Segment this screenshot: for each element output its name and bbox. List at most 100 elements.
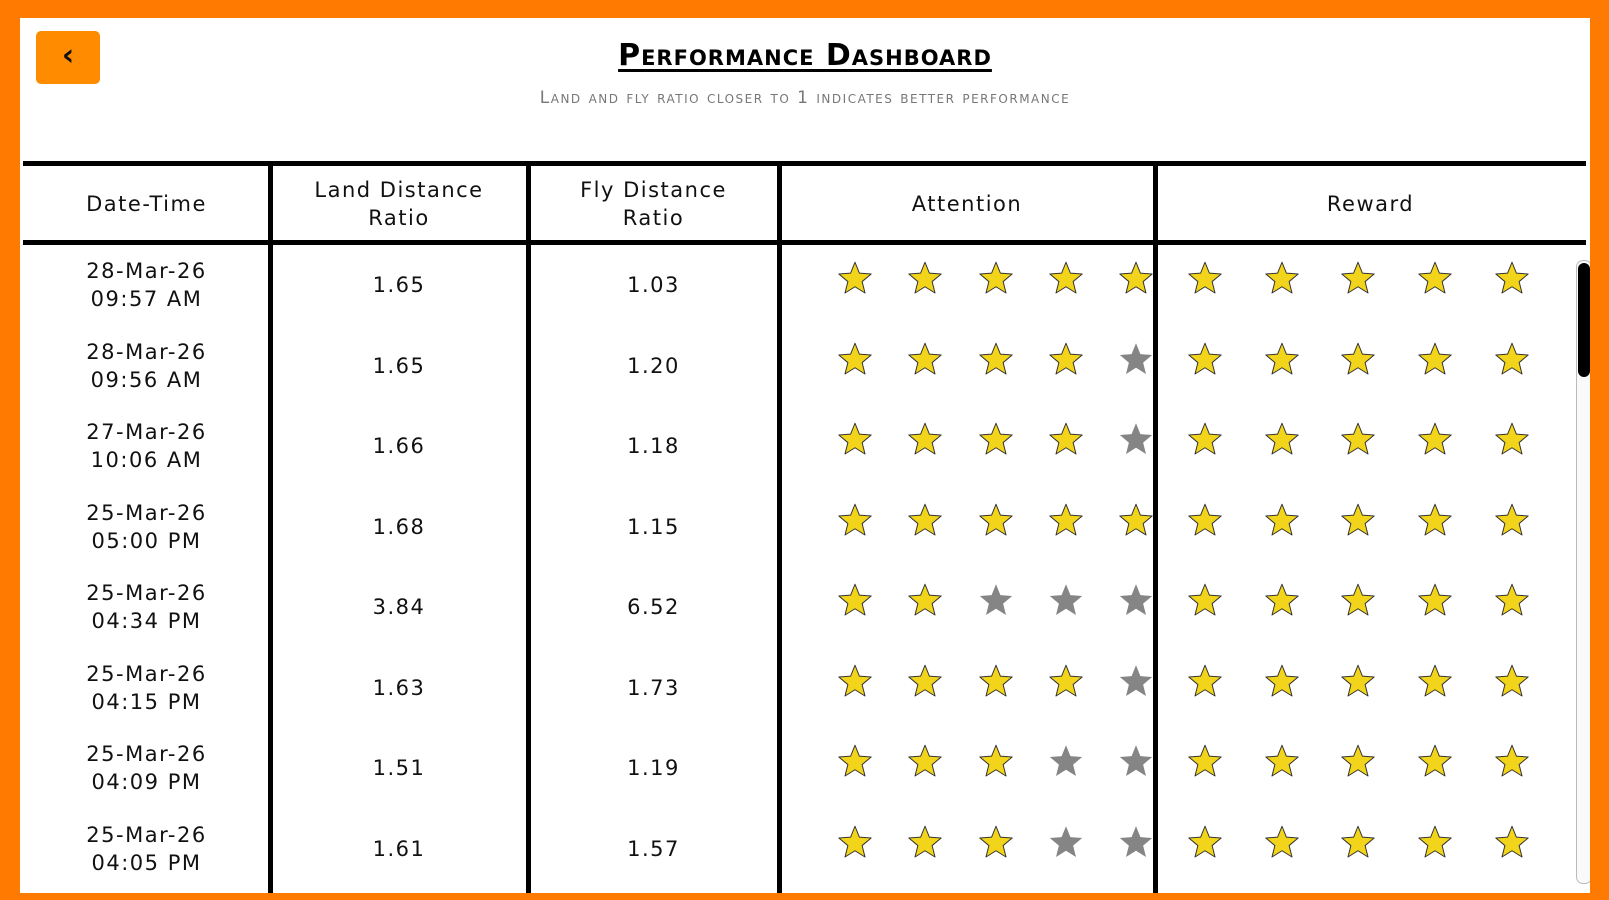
date-text: 25-Mar-26 bbox=[86, 500, 207, 525]
column-header: Attention bbox=[911, 192, 1023, 216]
star-filled bbox=[908, 261, 942, 294]
star-filled bbox=[838, 342, 872, 374]
star-filled bbox=[838, 503, 872, 535]
attention-rating bbox=[838, 744, 1153, 777]
star-filled bbox=[1049, 261, 1083, 294]
land-ratio: 3.84 bbox=[372, 595, 426, 620]
star-filled bbox=[1341, 503, 1375, 535]
land-ratio: 1.51 bbox=[372, 756, 426, 781]
reward-rating bbox=[1188, 503, 1529, 535]
star-filled bbox=[1188, 422, 1222, 455]
fly-ratio: 1.20 bbox=[627, 353, 680, 378]
column-divider bbox=[526, 163, 531, 893]
star-filled bbox=[1049, 664, 1083, 696]
star-filled bbox=[1418, 503, 1452, 535]
reward-rating bbox=[1188, 583, 1529, 616]
date-text: 28-Mar-26 bbox=[86, 339, 207, 364]
star-filled bbox=[1049, 342, 1083, 374]
star-filled bbox=[1418, 583, 1452, 616]
star-filled bbox=[838, 744, 872, 777]
star-filled bbox=[1049, 422, 1083, 455]
reward-rating bbox=[1188, 664, 1529, 696]
date-time: 28-Mar-26 09:57 AM bbox=[23, 245, 270, 326]
star-filled bbox=[1265, 664, 1299, 696]
star-filled bbox=[1188, 503, 1222, 535]
fly-ratio: 1.03 bbox=[627, 273, 680, 298]
time-text: 04:34 PM bbox=[91, 609, 202, 634]
header-bottom-border bbox=[23, 240, 1586, 245]
date-time: 25-Mar-26 04:34 PM bbox=[23, 567, 270, 648]
star-empty bbox=[1119, 664, 1153, 696]
land-ratio: 1.65 bbox=[372, 353, 426, 378]
star-filled bbox=[979, 744, 1013, 777]
star-empty bbox=[1119, 745, 1153, 776]
attention-rating bbox=[838, 422, 1153, 455]
star-filled bbox=[1188, 583, 1222, 616]
star-filled bbox=[1495, 664, 1529, 696]
star-filled bbox=[1265, 261, 1299, 294]
time-text: 10:06 AM bbox=[90, 448, 203, 473]
land-ratio: 1.68 bbox=[372, 514, 426, 539]
land-ratio: 1.65 bbox=[372, 273, 426, 298]
star-empty bbox=[979, 584, 1013, 615]
star-filled bbox=[838, 664, 872, 696]
attention-rating bbox=[838, 664, 1153, 696]
date-time: 25-Mar-26 04:09 PM bbox=[23, 728, 270, 809]
date-text: 25-Mar-26 bbox=[86, 581, 207, 606]
time-text: 09:56 AM bbox=[90, 367, 203, 392]
star-filled bbox=[1418, 664, 1452, 696]
fly-ratio: 1.57 bbox=[627, 836, 680, 861]
column-header: Reward bbox=[1326, 192, 1415, 216]
time-text: 04:15 PM bbox=[91, 689, 202, 714]
star-filled bbox=[908, 664, 942, 696]
date-text: 25-Mar-26 bbox=[86, 661, 207, 686]
star-empty bbox=[1119, 584, 1153, 615]
star-filled bbox=[838, 261, 872, 294]
dashboard-panel: ‹ Performance Dashboard Land and fly rat… bbox=[20, 18, 1590, 893]
star-filled bbox=[1418, 744, 1452, 777]
star-filled bbox=[979, 503, 1013, 535]
star-filled bbox=[838, 583, 872, 616]
star-empty bbox=[1119, 825, 1153, 857]
attention-rating bbox=[838, 583, 1153, 616]
header-top-border bbox=[23, 161, 1586, 166]
column-divider bbox=[268, 163, 273, 893]
scrollbar[interactable] bbox=[1576, 260, 1590, 884]
column-divider bbox=[777, 163, 782, 893]
date-time: 25-Mar-26 05:00 PM bbox=[23, 487, 270, 568]
star-filled bbox=[838, 422, 872, 455]
star-filled bbox=[1495, 744, 1529, 777]
star-filled bbox=[1188, 664, 1222, 696]
star-filled bbox=[979, 261, 1013, 294]
star-filled bbox=[1265, 422, 1299, 455]
date-text: 25-Mar-26 bbox=[86, 822, 207, 847]
star-empty bbox=[1119, 423, 1153, 454]
star-filled bbox=[1265, 503, 1299, 535]
star-filled bbox=[1341, 422, 1375, 455]
fly-ratio: 6.52 bbox=[627, 595, 680, 620]
star-empty bbox=[1049, 745, 1083, 776]
scroll-thumb[interactable] bbox=[1578, 263, 1590, 377]
back-button[interactable]: ‹ bbox=[36, 31, 100, 84]
column-header: Date-Time bbox=[86, 192, 207, 216]
star-filled bbox=[1188, 342, 1222, 374]
land-ratio: 1.66 bbox=[372, 434, 426, 459]
attention-rating bbox=[838, 342, 1153, 374]
star-filled bbox=[1418, 342, 1452, 374]
star-filled bbox=[1265, 342, 1299, 374]
attention-rating bbox=[838, 261, 1153, 294]
star-filled bbox=[838, 825, 872, 857]
star-filled bbox=[1495, 825, 1529, 857]
star-filled bbox=[1341, 825, 1375, 857]
date-time: 27-Mar-26 10:06 AM bbox=[23, 406, 270, 487]
star-empty bbox=[1049, 825, 1083, 857]
reward-rating bbox=[1188, 342, 1529, 374]
time-text: 04:05 PM bbox=[91, 850, 202, 875]
column-header: Land Distance Ratio bbox=[314, 178, 484, 230]
time-text: 04:09 PM bbox=[91, 770, 202, 795]
star-empty bbox=[1049, 584, 1083, 615]
attention-rating bbox=[838, 503, 1153, 535]
star-filled bbox=[979, 422, 1013, 455]
reward-rating bbox=[1188, 422, 1529, 455]
